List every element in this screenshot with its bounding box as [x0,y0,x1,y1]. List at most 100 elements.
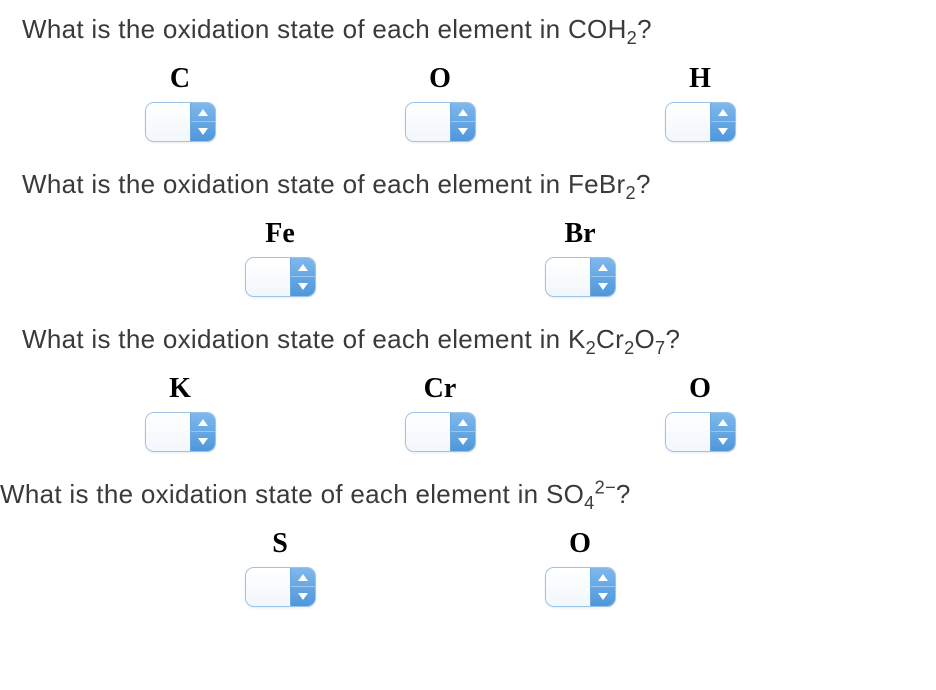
element-col: Cr [400,373,480,451]
oxidation-input[interactable] [146,413,190,451]
element-label: O [429,63,451,95]
step-up-button[interactable] [711,103,735,122]
stepper-buttons [290,568,315,606]
element-label: O [689,373,711,405]
question-suffix: ? [636,169,651,199]
question-block: What is the oxidation state of each elem… [0,169,936,296]
question-text: What is the oxidation state of each elem… [0,169,936,200]
oxidation-input[interactable] [406,103,450,141]
chevron-up-icon [198,419,208,426]
stepper-buttons [190,103,215,141]
step-down-button[interactable] [191,122,215,141]
element-col: Br [540,218,620,296]
page-root: What is the oxidation state of each elem… [0,0,936,606]
stepper-buttons [290,258,315,296]
oxidation-stepper [666,103,735,141]
oxidation-stepper [146,103,215,141]
element-label: Br [564,218,595,250]
step-up-button[interactable] [451,103,475,122]
step-down-button[interactable] [591,587,615,606]
step-down-button[interactable] [711,122,735,141]
question-text: What is the oxidation state of each elem… [0,324,936,355]
element-col: K [140,373,220,451]
step-up-button[interactable] [591,568,615,587]
question-block: What is the oxidation state of each elem… [0,479,936,606]
element-label: S [272,528,288,560]
oxidation-input[interactable] [546,258,590,296]
question-block: What is the oxidation state of each elem… [0,14,936,141]
step-down-button[interactable] [591,277,615,296]
chevron-up-icon [598,264,608,271]
oxidation-stepper [246,568,315,606]
step-up-button[interactable] [191,413,215,432]
step-up-button[interactable] [451,413,475,432]
element-col: H [660,63,740,141]
element-col: O [400,63,480,141]
step-down-button[interactable] [291,277,315,296]
chevron-down-icon [198,128,208,135]
question-formula: K2Cr2O7 [568,324,666,354]
question-prefix: What is the oxidation state of each elem… [22,169,568,199]
stepper-buttons [590,568,615,606]
stepper-buttons [450,103,475,141]
chevron-down-icon [458,128,468,135]
chevron-down-icon [458,438,468,445]
elements-row: C O [0,63,936,141]
question-suffix: ? [637,14,652,44]
elements-row: S O [0,528,936,606]
step-down-button[interactable] [191,432,215,451]
oxidation-input[interactable] [246,258,290,296]
stepper-buttons [450,413,475,451]
oxidation-input[interactable] [666,413,710,451]
chevron-down-icon [718,128,728,135]
chevron-up-icon [458,419,468,426]
element-label: Fe [265,218,295,250]
step-down-button[interactable] [711,432,735,451]
oxidation-stepper [246,258,315,296]
element-col: O [540,528,620,606]
chevron-up-icon [458,109,468,116]
elements-row: Fe Br [0,218,936,296]
oxidation-input[interactable] [406,413,450,451]
chevron-up-icon [198,109,208,116]
question-prefix: What is the oxidation state of each elem… [22,14,568,44]
chevron-down-icon [598,593,608,600]
element-label: O [569,528,591,560]
oxidation-stepper [406,413,475,451]
oxidation-input[interactable] [546,568,590,606]
stepper-buttons [710,413,735,451]
question-formula: COH2 [568,14,637,44]
step-up-button[interactable] [591,258,615,277]
oxidation-stepper [146,413,215,451]
chevron-up-icon [718,109,728,116]
question-block: What is the oxidation state of each elem… [0,324,936,451]
chevron-up-icon [298,264,308,271]
element-col: O [660,373,740,451]
element-label: K [169,373,191,405]
oxidation-stepper [546,258,615,296]
chevron-up-icon [598,574,608,581]
stepper-buttons [590,258,615,296]
oxidation-input[interactable] [666,103,710,141]
question-formula: SO42− [546,479,616,509]
step-up-button[interactable] [711,413,735,432]
stepper-buttons [710,103,735,141]
step-up-button[interactable] [291,258,315,277]
element-col: S [240,528,320,606]
elements-row: K Cr [0,373,936,451]
oxidation-stepper [666,413,735,451]
step-up-button[interactable] [191,103,215,122]
chevron-down-icon [598,283,608,290]
step-down-button[interactable] [291,587,315,606]
element-col: C [140,63,220,141]
step-down-button[interactable] [451,432,475,451]
element-label: Cr [424,373,457,405]
step-down-button[interactable] [451,122,475,141]
question-text: What is the oxidation state of each elem… [0,14,936,45]
chevron-down-icon [198,438,208,445]
step-up-button[interactable] [291,568,315,587]
stepper-buttons [190,413,215,451]
chevron-down-icon [298,283,308,290]
oxidation-input[interactable] [146,103,190,141]
oxidation-input[interactable] [246,568,290,606]
